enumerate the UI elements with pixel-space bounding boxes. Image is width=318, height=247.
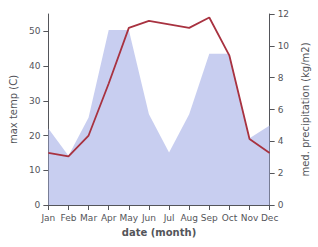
svg-text:med. precipitation (kg/m2): med. precipitation (kg/m2)	[300, 42, 311, 176]
svg-text:Dec: Dec	[261, 213, 278, 223]
svg-text:max temp (C): max temp (C)	[8, 75, 19, 144]
svg-text:20: 20	[29, 131, 41, 141]
svg-text:Apr: Apr	[101, 213, 117, 223]
svg-text:40: 40	[29, 61, 41, 71]
svg-text:Oct: Oct	[222, 213, 238, 223]
svg-text:Feb: Feb	[61, 213, 77, 223]
svg-text:0: 0	[35, 200, 41, 210]
svg-text:Mar: Mar	[80, 213, 97, 223]
svg-text:Jun: Jun	[141, 213, 156, 223]
svg-text:30: 30	[29, 96, 41, 106]
svg-text:Jul: Jul	[163, 213, 175, 223]
svg-text:Nov: Nov	[241, 213, 259, 223]
svg-text:4: 4	[278, 136, 284, 146]
svg-text:6: 6	[278, 105, 284, 115]
svg-text:Aug: Aug	[180, 213, 198, 223]
svg-text:10: 10	[29, 165, 41, 175]
svg-text:8: 8	[278, 73, 284, 83]
svg-text:10: 10	[278, 41, 290, 51]
svg-text:50: 50	[29, 26, 41, 36]
svg-text:0: 0	[278, 200, 284, 210]
svg-text:May: May	[120, 213, 139, 223]
svg-text:Sep: Sep	[201, 213, 218, 223]
svg-text:date (month): date (month)	[122, 227, 196, 238]
svg-text:2: 2	[278, 168, 284, 178]
svg-text:Jan: Jan	[40, 213, 55, 223]
svg-text:12: 12	[278, 9, 289, 19]
